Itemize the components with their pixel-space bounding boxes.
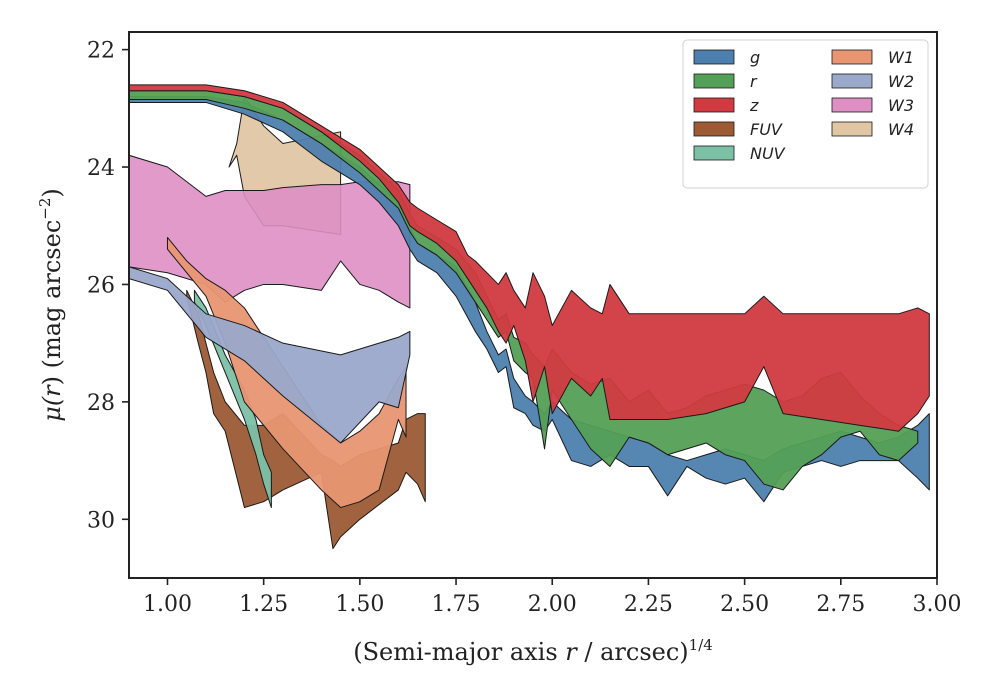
- y-tick-label: 26: [87, 273, 115, 298]
- band-w2: [129, 266, 411, 444]
- series-bands: [129, 84, 930, 550]
- band-g: [129, 96, 930, 503]
- legend-label-w3: W3: [888, 96, 914, 115]
- legend: grz FUV NUV W1 W2 W3 W4: [682, 39, 929, 189]
- legend-label-r: r: [750, 72, 758, 91]
- legend-swatch-z: [693, 97, 735, 113]
- x-tick-label: 1.25: [239, 592, 288, 617]
- x-tick-label: 3.00: [913, 592, 962, 617]
- y-axis-label: μ(r) (mag arcsec−2): [36, 188, 66, 422]
- y-tick-label: 28: [87, 391, 115, 416]
- y-tick-label: 30: [87, 508, 115, 533]
- legend-swatch-w2: [831, 73, 873, 89]
- legend-swatch-w4: [831, 121, 873, 137]
- y-tick-label: 24: [87, 156, 115, 181]
- legend-label-fuv: FUV: [750, 120, 783, 139]
- legend-label-w1: W1: [888, 48, 914, 67]
- plot-frame: [128, 31, 938, 579]
- legend-swatch-w3: [831, 97, 873, 113]
- y-axis-ticks: 22 24 26 28 30: [87, 39, 129, 533]
- x-axis-ticks: 1.00 1.25 1.50 1.75 2.00 2.25 2.50 2.75 3.00: [143, 578, 962, 617]
- legend-swatch-fuv: [693, 121, 735, 137]
- legend-label-z: z: [749, 96, 759, 115]
- legend-label-w4: W4: [888, 120, 914, 139]
- legend-swatch-g: [693, 49, 735, 65]
- x-tick-label: 1.00: [143, 592, 192, 617]
- x-tick-label: 1.50: [335, 592, 384, 617]
- x-axis-label: (Semi-major axis r / arcsec)1/4: [353, 636, 713, 666]
- x-tick-label: 2.75: [816, 592, 865, 617]
- legend-swatch-w1: [831, 49, 873, 65]
- legend-label-g: g: [750, 48, 760, 67]
- x-tick-label: 2.25: [624, 592, 673, 617]
- legend-swatch-nuv: [693, 145, 735, 161]
- y-tick-label: 22: [87, 39, 115, 64]
- legend-swatch-r: [693, 73, 735, 89]
- x-tick-label: 2.00: [528, 592, 577, 617]
- band-z: [129, 84, 930, 432]
- legend-label-nuv: NUV: [750, 144, 786, 163]
- x-tick-label: 2.50: [720, 592, 769, 617]
- legend-label-w2: W2: [888, 72, 914, 91]
- x-tick-label: 1.75: [432, 592, 481, 617]
